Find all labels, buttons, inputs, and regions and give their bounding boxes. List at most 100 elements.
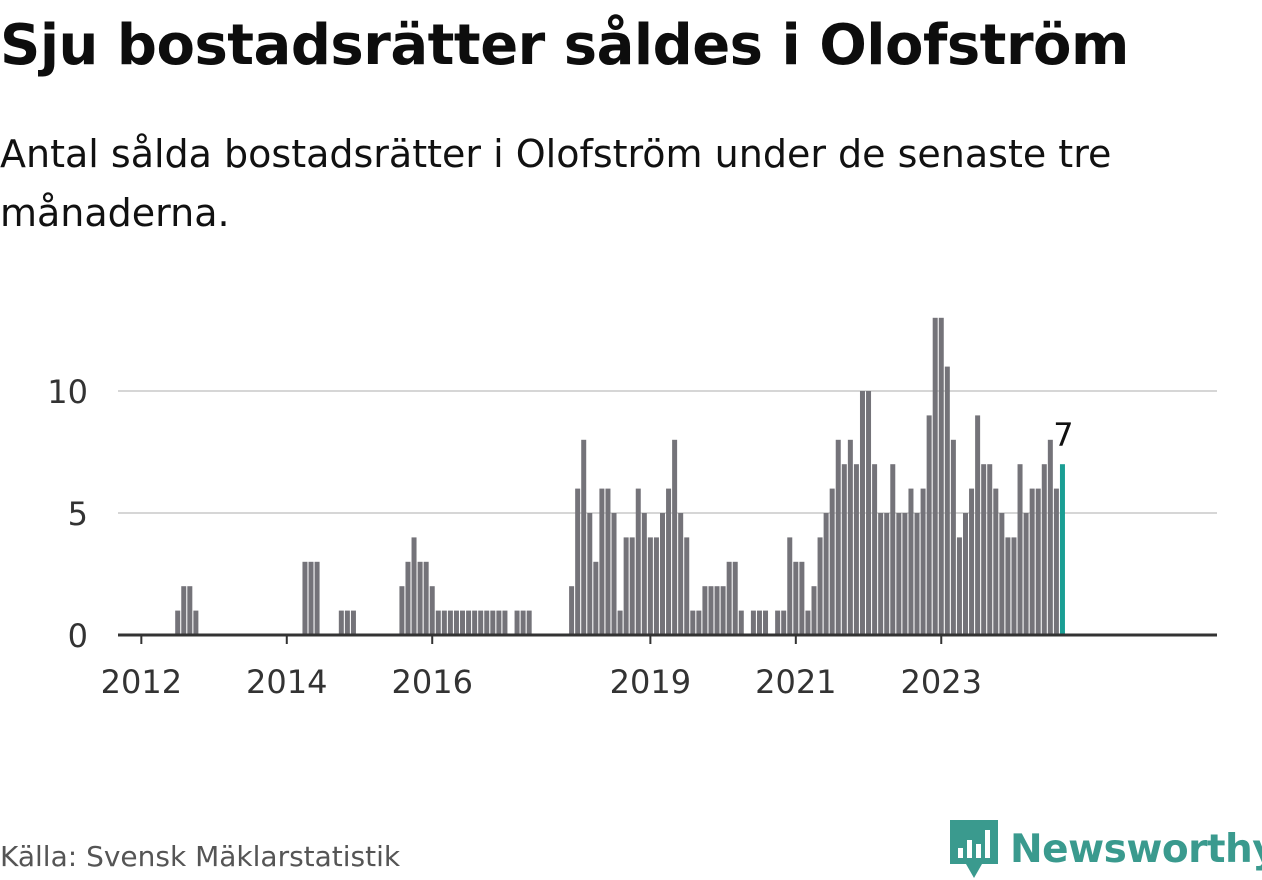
bar	[932, 317, 938, 635]
bar	[853, 464, 859, 635]
y-tick-label: 5	[68, 495, 88, 533]
bar	[344, 610, 350, 635]
bar	[1011, 537, 1017, 635]
bar	[460, 610, 466, 635]
bar	[738, 610, 744, 635]
bar	[847, 439, 853, 635]
bar	[314, 561, 320, 635]
bar-chart: 0 5 10 2012 2014 2016 2019 2021 2023 7	[47, 317, 1217, 701]
bar	[435, 610, 441, 635]
bar	[526, 610, 532, 635]
bar	[447, 610, 453, 635]
x-tick-label: 2016	[392, 663, 473, 701]
bar	[963, 513, 968, 635]
bar	[981, 464, 987, 635]
bar	[193, 610, 199, 635]
bar	[502, 610, 508, 635]
x-tick-label: 2012	[101, 663, 182, 701]
x-tick-label: 2021	[755, 663, 836, 701]
bar	[175, 610, 181, 635]
bar	[799, 561, 805, 635]
bar	[714, 586, 720, 635]
bar	[908, 488, 914, 635]
bar	[453, 610, 459, 635]
bar	[975, 415, 981, 635]
bar	[896, 513, 902, 635]
bar	[593, 561, 599, 635]
bar	[920, 488, 926, 635]
bar	[944, 366, 950, 635]
bar	[666, 488, 672, 635]
bar	[926, 415, 932, 635]
bar	[726, 561, 732, 635]
bar	[902, 513, 908, 635]
bar	[811, 586, 817, 635]
bar	[732, 561, 738, 635]
bar	[484, 610, 490, 635]
bar	[429, 586, 435, 635]
bar	[938, 317, 944, 635]
bar	[187, 586, 193, 635]
bar	[635, 488, 641, 635]
bar	[1053, 488, 1059, 635]
bar	[417, 561, 423, 635]
bar	[629, 537, 635, 635]
bar	[884, 513, 890, 635]
newsworthy-logo-icon	[950, 820, 998, 878]
bar	[793, 561, 799, 635]
x-tick-label: 2019	[610, 663, 691, 701]
bar	[956, 537, 962, 635]
bar	[969, 488, 975, 635]
bar	[805, 610, 811, 635]
bar	[993, 488, 999, 635]
bar	[859, 391, 865, 635]
bar	[302, 561, 308, 635]
bar	[1035, 488, 1041, 635]
bar	[611, 513, 617, 635]
chart-title: Sju bostadsrätter såldes i Olofström	[0, 13, 1129, 78]
y-tick-label: 10	[47, 373, 88, 411]
source-note: Källa: Svensk Mäklarstatistik	[0, 840, 401, 873]
bar	[405, 561, 411, 635]
bar	[829, 488, 835, 635]
bar	[690, 610, 696, 635]
highlight-bar	[1059, 464, 1065, 635]
bar	[914, 513, 920, 635]
bar	[987, 464, 993, 635]
bar	[750, 610, 756, 635]
chart-subtitle: Antal sålda bostadsrätter i Olofström un…	[0, 132, 1112, 235]
bar	[835, 439, 841, 635]
bar	[472, 610, 478, 635]
bar	[617, 610, 623, 635]
brand-name: Newsworthy	[1010, 826, 1262, 872]
bar	[623, 537, 629, 635]
bar	[756, 610, 762, 635]
bar	[702, 586, 708, 635]
bar	[672, 439, 678, 635]
bar	[823, 513, 829, 635]
newsworthy-brand: Newsworthy	[948, 818, 1262, 880]
bar	[441, 610, 447, 635]
bar	[478, 610, 484, 635]
bar	[1017, 464, 1023, 635]
bar	[411, 537, 417, 635]
bar	[708, 586, 714, 635]
bar	[466, 610, 472, 635]
bar	[678, 513, 684, 635]
bar	[1029, 488, 1035, 635]
bar	[950, 439, 956, 635]
bar	[490, 610, 496, 635]
bar	[999, 513, 1005, 635]
bar	[423, 561, 429, 635]
bar	[653, 537, 659, 635]
bar	[878, 513, 884, 635]
bar	[514, 610, 520, 635]
bar	[575, 488, 581, 635]
bar	[181, 586, 187, 635]
bar	[1041, 464, 1047, 635]
bar	[520, 610, 526, 635]
bar	[817, 537, 823, 635]
bar	[1005, 537, 1011, 635]
bar	[872, 464, 878, 635]
bar	[569, 586, 575, 635]
